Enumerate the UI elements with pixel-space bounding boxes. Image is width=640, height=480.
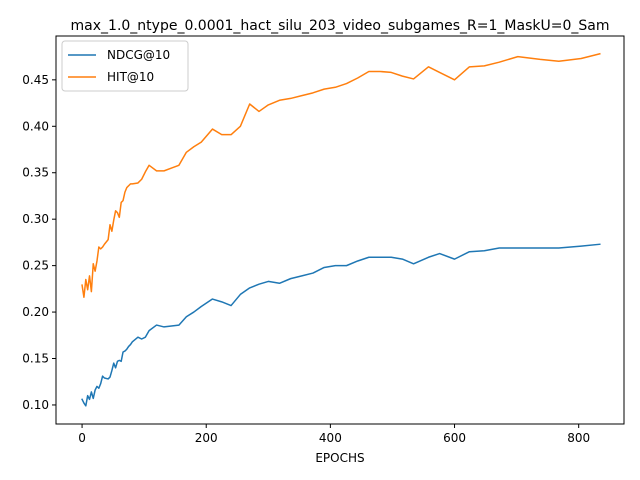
y-tick-label: 0.10 [22, 398, 49, 412]
x-tick-label: 600 [443, 431, 466, 445]
y-tick-label: 0.20 [22, 305, 49, 319]
legend-box [61, 40, 189, 92]
x-axis-label: EPOCHS [315, 451, 364, 465]
legend-label-ndcg: NDCG@10 [107, 48, 170, 62]
y-tick-label: 0.45 [22, 73, 49, 87]
y-tick-label: 0.40 [22, 119, 49, 133]
y-tick-label: 0.35 [22, 166, 49, 180]
y-tick-label: 0.25 [22, 259, 49, 273]
x-tick-label: 400 [319, 431, 342, 445]
series-line-hit [81, 52, 601, 298]
series-layer [81, 52, 601, 407]
y-tick-label: 0.30 [22, 212, 49, 226]
plot-frame [55, 35, 625, 425]
y-tick-label: 0.15 [22, 352, 49, 366]
x-tick-label: 200 [195, 431, 218, 445]
legend-label-hit: HIT@10 [107, 70, 154, 84]
chart-title: max_1.0_ntype_0.0001_hact_silu_203_video… [71, 18, 610, 34]
x-tick-label: 800 [567, 431, 590, 445]
legend: NDCG@10 HIT@10 [61, 40, 189, 92]
series-line-ndcg [81, 243, 601, 407]
axis-layer: 0 200 400 600 800 0.10 0.15 0.20 0.25 0.30 0.35 0.4… [22, 73, 590, 445]
x-tick-label: 0 [78, 431, 86, 445]
